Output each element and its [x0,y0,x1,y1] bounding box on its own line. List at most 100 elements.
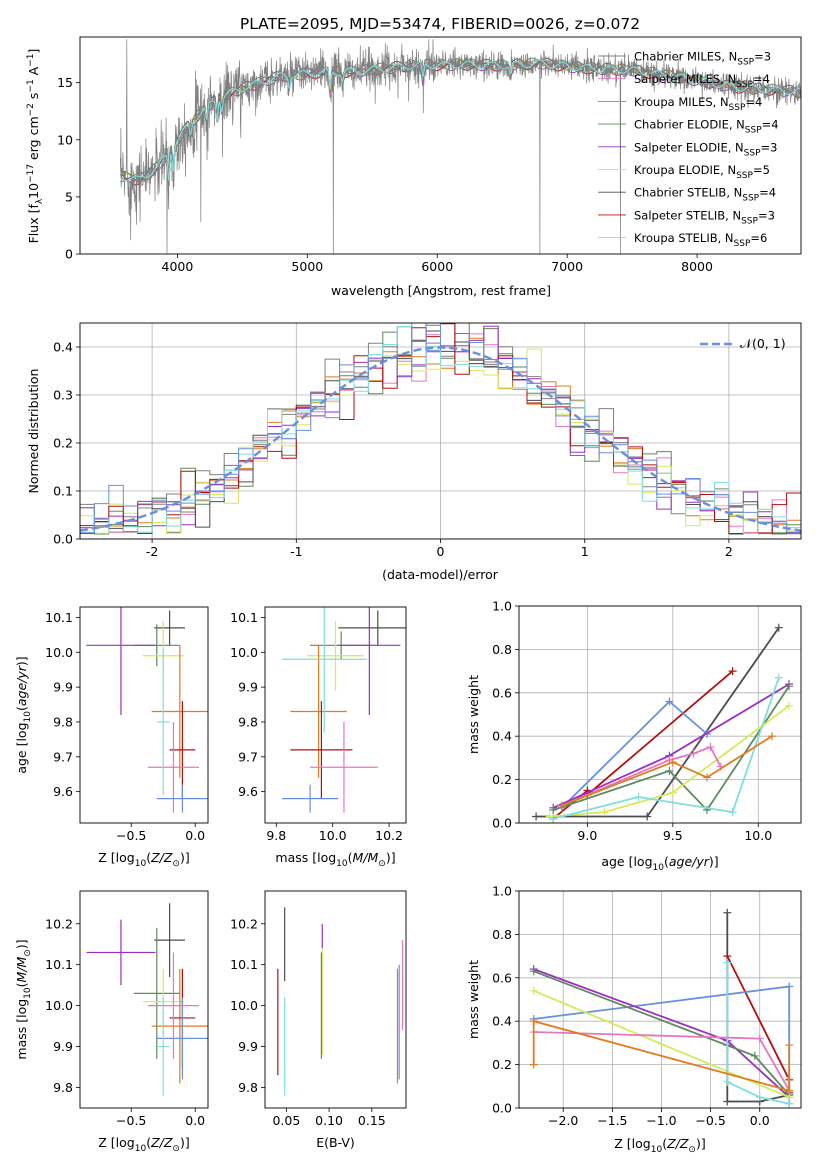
mass-vs-metallicity-panel: −0.5 0.0 9.8 9.9 10.0 10.1 10.2 Z [log10(Z/Z⊙)]… [14,890,209,1154]
y-tick-label: 9.9 [53,680,73,695]
y-tick-label: 0.6 [492,685,512,700]
marker [728,808,737,817]
x-tick-label: −0.5 [116,828,146,843]
marker [529,967,538,976]
marker [634,792,643,801]
y-tick-label: 10.0 [230,645,258,660]
marker [755,1034,764,1043]
axes-frame [264,606,407,824]
figure-title: PLATE=2095, MJD=53474, FIBERID=0026, z=0… [240,15,640,33]
marker [643,812,652,821]
mass-vs-extinction-panel: 0.05 0.10 0.15 9.8 9.9 10.0 10.1 10.2 E(B-V) [230,890,407,1150]
x-tick-label: 9.5 [663,828,683,843]
axes-frame [264,890,407,1109]
y-axis-label: mass weight [466,675,481,754]
y-tick-label: 0.0 [492,1101,512,1116]
x-tick-label: 10.2 [375,828,403,843]
y-axis-label: Normed distribution [26,369,41,494]
x-tick-label: -1 [290,544,302,559]
y-tick-label: 0.8 [492,927,512,942]
y-tick-label: 9.8 [238,714,258,729]
x-tick-label: 2 [725,544,733,559]
marker [785,701,794,710]
marker [728,667,737,676]
legend-entry: Chabrier STELIB, NSSP=4 [634,186,776,204]
y-tick-label: 9.9 [53,1039,73,1054]
x-tick-label: 0.10 [315,1113,343,1128]
marker [785,682,794,691]
series-kroupa-miles [532,1020,791,1092]
marker [529,986,538,995]
legend-entry: 𝒩(0, 1) [740,336,786,351]
legend-entry: Kroupa STELIB, NSSP=6 [634,231,767,249]
marker [529,1060,538,1069]
series-chabrier-elodie [552,685,790,812]
legend-entry: Chabrier MILES, NSSP=3 [634,50,771,68]
marker [785,1086,794,1095]
y-tick-label: 0.4 [53,340,73,355]
x-tick-label: 10.0 [744,828,772,843]
x-tick-label: 0.05 [272,1113,300,1128]
y-tick-label: 10 [57,132,73,147]
axes-frame [79,322,802,540]
y-tick-label: 9.8 [238,1080,258,1095]
marker [549,805,558,814]
marker [665,697,674,706]
x-axis-label: Z [log10(Z/Z⊙)] [98,850,189,869]
errorbars [86,607,208,813]
marker [668,788,677,797]
axes-frame [79,606,209,824]
y-tick-label: 9.6 [238,784,258,799]
y-tick-label: 15 [57,75,73,90]
y-tick-label: 9.7 [238,749,258,764]
series-kroupa-stelib [726,962,790,1105]
y-tick-label: 10.0 [230,998,258,1013]
x-axis-label: wavelength [Angstrom, rest frame] [331,283,551,298]
legend-entry: Salpeter ELODIE, NSSP=3 [634,140,777,158]
y-tick-label: 0.2 [492,1057,512,1072]
spectrum-lines [119,39,801,254]
y-tick-label: 9.6 [53,784,73,799]
x-axis-label: age [log10(age/yr)] [601,854,718,873]
weight-lines [529,908,794,1108]
y-tick-label: 10.0 [45,645,73,660]
normal-curve [80,346,801,532]
series-kroupa-elodie [549,705,790,818]
x-axis-label: Z [log10(Z/Z⊙)] [98,1135,189,1154]
x-tick-label: 9.8 [266,828,286,843]
series-chabrier-stelib [536,627,780,818]
y-tick-label: 9.7 [53,749,73,764]
x-tick-label: −1.0 [646,1113,676,1128]
x-axis-label: Z [log10(Z/Z⊙)] [614,1136,705,1155]
mass-weight-vs-metallicity-panel: −2.0 −1.5 −1.0 −0.5 0.0 0.0 0.2 0.4 0.6 0.8 1.0 mas… [466,884,802,1155]
y-tick-label: 0 [65,247,73,262]
spectrum-panel: 4000 5000 6000 7000 8000 0 5 10 15 wavelength [An… [26,36,802,298]
marker [723,1077,732,1086]
marker [755,1093,764,1102]
x-tick-label: 0.0 [185,1113,205,1128]
age-vs-mass-panel: 9.8 10.0 10.2 9.6 9.7 9.8 9.9 10.0 10.1 mass [log… [230,606,407,869]
y-tick-label: 5 [65,189,73,204]
legend-entry: Kroupa MILES, NSSP=4 [634,95,762,113]
errorbars [281,607,406,813]
x-tick-label: 6000 [421,259,453,274]
errorbars [277,907,404,1096]
y-tick-label: 1.0 [492,884,512,899]
marker [774,623,783,632]
x-tick-label: −0.5 [116,1113,146,1128]
x-axis-label: (data-model)/error [382,567,499,582]
y-tick-label: 10.1 [45,610,73,625]
marker [529,1017,538,1026]
axes-frame [79,890,209,1109]
marker [668,758,677,767]
age-vs-metallicity-panel: −0.5 0.0 9.6 9.7 9.8 9.9 10.0 10.1 Z [log10(Z/Z⊙… [14,606,209,869]
y-axis-label: mass [log10(M/M⊙)] [14,939,33,1059]
marker [774,673,783,682]
residual-histogram-panel: -2 -1 0 1 2 0.0 0.1 0.2 0.3 0.4 𝒩(0, 1) (data-model… [26,322,802,582]
y-tick-label: 10.1 [45,957,73,972]
weight-lines [532,623,794,823]
y-tick-label: 0.3 [53,388,73,403]
marker [532,812,541,821]
mass-weight-vs-age-panel: 9.0 9.5 10.0 0.0 0.2 0.4 0.6 0.8 1.0 mass weight a… [466,599,802,873]
